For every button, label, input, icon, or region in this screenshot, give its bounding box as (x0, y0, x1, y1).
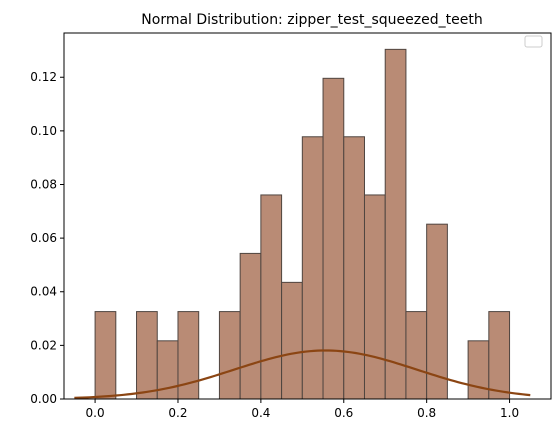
x-tick-label-3: 0.6 (334, 406, 353, 420)
x-tick-label-5: 1.0 (500, 406, 519, 420)
histogram-bar-0 (94, 311, 117, 400)
histogram-bar-7 (239, 252, 262, 400)
legend-box (524, 35, 543, 48)
histogram-bar-8 (260, 194, 283, 400)
normal-curve-line (74, 349, 531, 400)
x-tick-label-2: 0.4 (251, 406, 270, 420)
y-tick-label-6: 0.12 (30, 70, 57, 84)
histogram-bar-2 (136, 311, 158, 400)
chart-title: Normal Distribution: zipper_test_squeeze… (141, 12, 482, 28)
x-tick-label-1: 0.2 (168, 406, 187, 420)
histogram-bars (94, 48, 511, 400)
histogram-bar-15 (405, 311, 428, 400)
y-axis-ticks: 0.00 0.02 0.04 0.06 0.08 0.10 0.12 (30, 70, 64, 406)
histogram-bar-19 (488, 311, 511, 400)
y-tick-label-3: 0.06 (30, 231, 57, 245)
y-tick-label-0: 0.00 (30, 392, 57, 406)
x-tick-label-0: 0.0 (86, 406, 105, 420)
plot-frame (63, 32, 552, 400)
histogram-bar-9 (281, 281, 303, 400)
y-tick-label-4: 0.08 (30, 177, 57, 191)
y-tick-label-5: 0.10 (30, 124, 57, 138)
histogram-bar-6 (218, 311, 241, 400)
histogram-bar-10 (301, 136, 324, 400)
histogram-bar-14 (384, 48, 407, 400)
histogram-bar-13 (363, 194, 386, 400)
x-axis-ticks: 0.0 0.2 0.4 0.6 0.8 1.0 (86, 399, 519, 420)
x-tick-label-4: 0.8 (417, 406, 436, 420)
histogram-bar-12 (343, 136, 365, 400)
histogram-bar-18 (467, 340, 490, 400)
y-tick-label-1: 0.02 (30, 338, 57, 352)
normal-curve-layer (74, 349, 531, 400)
y-tick-label-2: 0.04 (30, 285, 57, 299)
